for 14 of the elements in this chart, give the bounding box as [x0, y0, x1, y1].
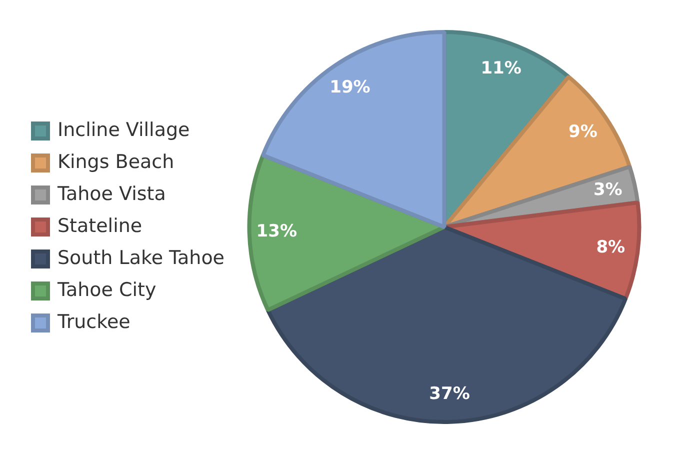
data-label: 11%: [480, 58, 522, 79]
data-label: 9%: [568, 122, 598, 142]
legend-label: South Lake Tahoe: [58, 246, 225, 269]
legend-label: Truckee: [56, 310, 130, 333]
data-label: 8%: [596, 237, 626, 258]
data-label: 13%: [256, 222, 297, 242]
data-label: 3%: [593, 180, 622, 200]
legend-label: Stateline: [58, 214, 142, 237]
legend-label: Incline Village: [58, 118, 190, 141]
data-label: 37%: [429, 384, 470, 404]
legend-label: Tahoe City: [56, 278, 156, 301]
data-label: 19%: [330, 78, 370, 98]
legend-label: Kings Beach: [58, 150, 174, 173]
legend-label: Tahoe Vista: [56, 182, 166, 205]
